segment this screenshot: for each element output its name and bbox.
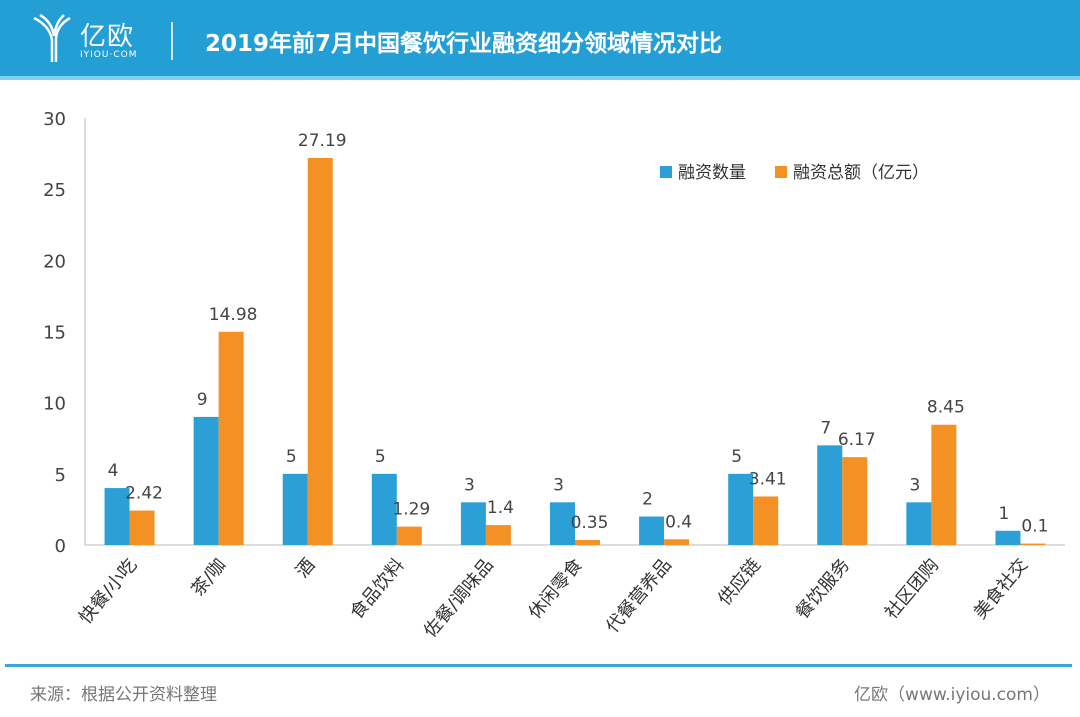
- data-label: 27.19: [298, 131, 347, 151]
- data-label: 14.98: [209, 305, 258, 325]
- bar-count: [550, 502, 575, 545]
- bar-count: [906, 502, 932, 545]
- x-tick-label: 社区团购: [881, 555, 943, 624]
- data-label: 5: [731, 447, 742, 467]
- bar-amount: [575, 540, 600, 545]
- x-tick-label: 快餐/小吃: [75, 555, 141, 628]
- data-label: 0.4: [665, 512, 692, 532]
- data-label: 1.4: [487, 498, 514, 518]
- y-tick-label: 30: [43, 109, 66, 130]
- page-title: 2019年前7月中国餐饮行业融资细分领域情况对比: [205, 31, 723, 57]
- data-label: 1: [999, 504, 1010, 524]
- data-label: 2.42: [125, 484, 163, 504]
- logo-text: 亿欧: [80, 22, 135, 52]
- x-tick-label: 佐餐/调味品: [420, 555, 498, 642]
- data-label: 2: [642, 490, 653, 510]
- bar-count: [282, 473, 308, 545]
- x-tick-label: 餐饮服务: [792, 555, 854, 624]
- bar-amount: [129, 510, 155, 545]
- y-tick-label: 25: [43, 180, 66, 201]
- y-tick-label: 5: [55, 465, 66, 486]
- x-tick-label: 代餐营养品: [602, 555, 676, 637]
- header-divider: [171, 22, 173, 60]
- bar-amount: [396, 526, 422, 545]
- data-label: 3: [464, 475, 475, 495]
- bar-count: [995, 530, 1021, 545]
- bar-count: [460, 502, 486, 545]
- legend-swatch: [775, 166, 787, 178]
- credit-note: 亿欧（www.iyiou.com）: [854, 685, 1050, 705]
- bar-count: [639, 516, 665, 545]
- footer-divider: [5, 664, 1072, 667]
- data-label: 4: [108, 461, 119, 481]
- x-tick-label: 酒: [292, 555, 320, 582]
- bar-chart: 05101520253042.42快餐/小吃914.98茶/咖527.19酒51…: [43, 109, 1065, 642]
- logo-icon: [33, 13, 71, 62]
- legend-label: 融资数量: [678, 163, 746, 183]
- x-tick-label: 茶/咖: [187, 555, 230, 601]
- data-label: 6.17: [838, 430, 876, 450]
- x-tick-label: 供应链: [714, 555, 765, 610]
- bar-count: [817, 445, 843, 545]
- bar-amount: [307, 157, 333, 545]
- data-label: 9: [197, 390, 208, 410]
- data-label: 7: [820, 418, 831, 438]
- data-label: 8.45: [927, 398, 965, 418]
- bar-amount: [664, 539, 690, 545]
- bar-amount: [218, 331, 244, 545]
- legend-swatch: [660, 166, 672, 178]
- x-tick-label: 休闲零食: [524, 555, 586, 624]
- bar-count: [104, 488, 130, 545]
- x-tick-label: 美食社交: [970, 555, 1032, 624]
- bar-count: [371, 473, 397, 545]
- data-label: 3.41: [749, 469, 787, 489]
- data-label: 1.29: [392, 500, 430, 520]
- y-tick-label: 15: [43, 323, 66, 344]
- bar-amount: [485, 525, 511, 545]
- data-label: 5: [375, 447, 386, 467]
- bar-amount: [1020, 543, 1046, 545]
- logo: 亿欧 IYIOU·COM: [30, 12, 150, 64]
- data-label: 3: [909, 475, 920, 495]
- y-tick-label: 0: [55, 536, 66, 557]
- logo-subtext: IYIOU·COM: [80, 50, 138, 60]
- source-note: 来源：根据公开资料整理: [30, 685, 217, 705]
- data-label: 3: [553, 475, 564, 495]
- legend-label: 融资总额（亿元）: [793, 163, 929, 183]
- y-tick-label: 20: [43, 251, 66, 272]
- y-tick-label: 10: [43, 394, 66, 415]
- data-label: 0.1: [1021, 517, 1048, 537]
- data-label: 5: [286, 447, 297, 467]
- x-tick-label: 食品饮料: [346, 555, 408, 624]
- header-banner: 亿欧 IYIOU·COM 2019年前7月中国餐饮行业融资细分领域情况对比: [0, 0, 1080, 80]
- bar-count: [728, 473, 754, 545]
- bar-amount: [753, 496, 779, 545]
- bar-amount: [931, 424, 957, 545]
- bar-amount: [842, 457, 868, 545]
- bar-count: [193, 416, 219, 545]
- data-label: 0.35: [571, 513, 609, 533]
